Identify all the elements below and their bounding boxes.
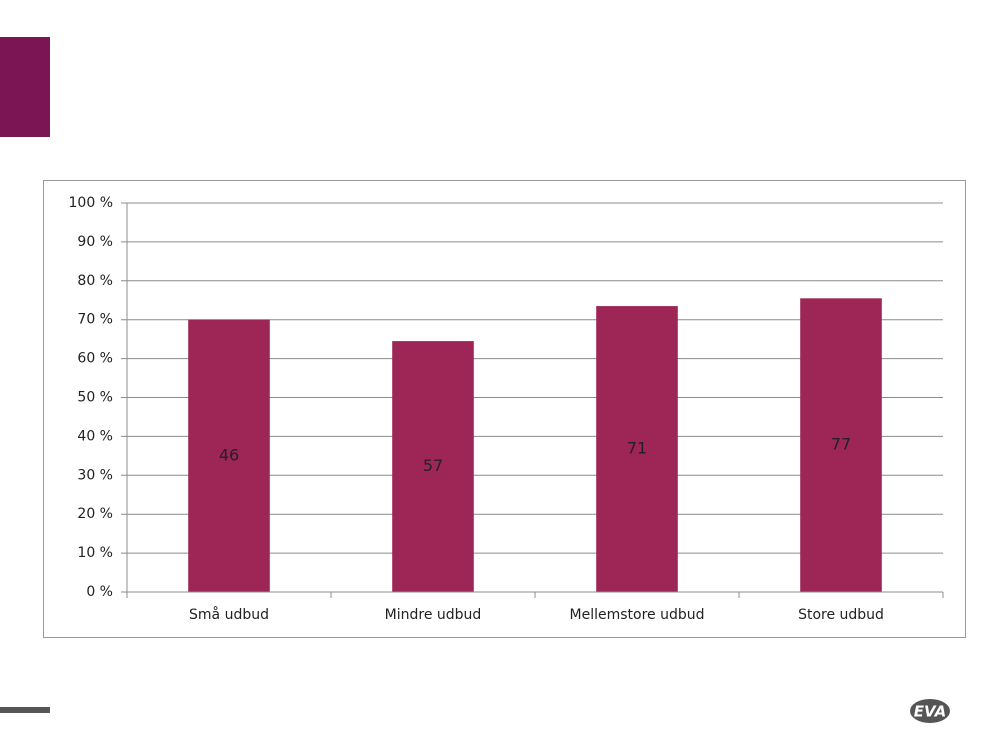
bar: [188, 319, 270, 592]
bar: [596, 306, 678, 592]
y-tick-label: 100 %: [69, 195, 113, 211]
bar-count-label: 71: [627, 439, 647, 458]
logo-badge: [910, 699, 950, 723]
y-tick-label: 30 %: [77, 467, 113, 483]
y-tick-label: 0 %: [86, 584, 113, 600]
y-tick-label: 50 %: [77, 390, 113, 406]
bar-count-label: 77: [831, 435, 851, 454]
y-tick-label: 90 %: [77, 234, 113, 250]
y-tick-label: 40 %: [77, 428, 113, 444]
logo-text: EVA: [914, 703, 946, 721]
y-tick-label: 10 %: [77, 545, 113, 561]
x-tick-label: Mindre udbud: [385, 607, 482, 623]
y-tick-label: 70 %: [77, 312, 113, 328]
y-tick-label: 20 %: [77, 506, 113, 522]
accent-block: [0, 37, 50, 137]
bar: [800, 298, 882, 592]
bar-count-label: 57: [423, 456, 443, 475]
x-tick-label: Store udbud: [798, 607, 884, 623]
y-tick-label: 80 %: [77, 273, 113, 289]
x-tick-label: Små udbud: [189, 606, 269, 623]
footer-bar: [0, 707, 50, 713]
logo: EVA: [910, 699, 950, 723]
x-tick-label: Mellemstore udbud: [570, 607, 705, 623]
bar: [392, 341, 474, 592]
bar-count-label: 46: [219, 445, 239, 464]
y-tick-label: 60 %: [77, 351, 113, 367]
